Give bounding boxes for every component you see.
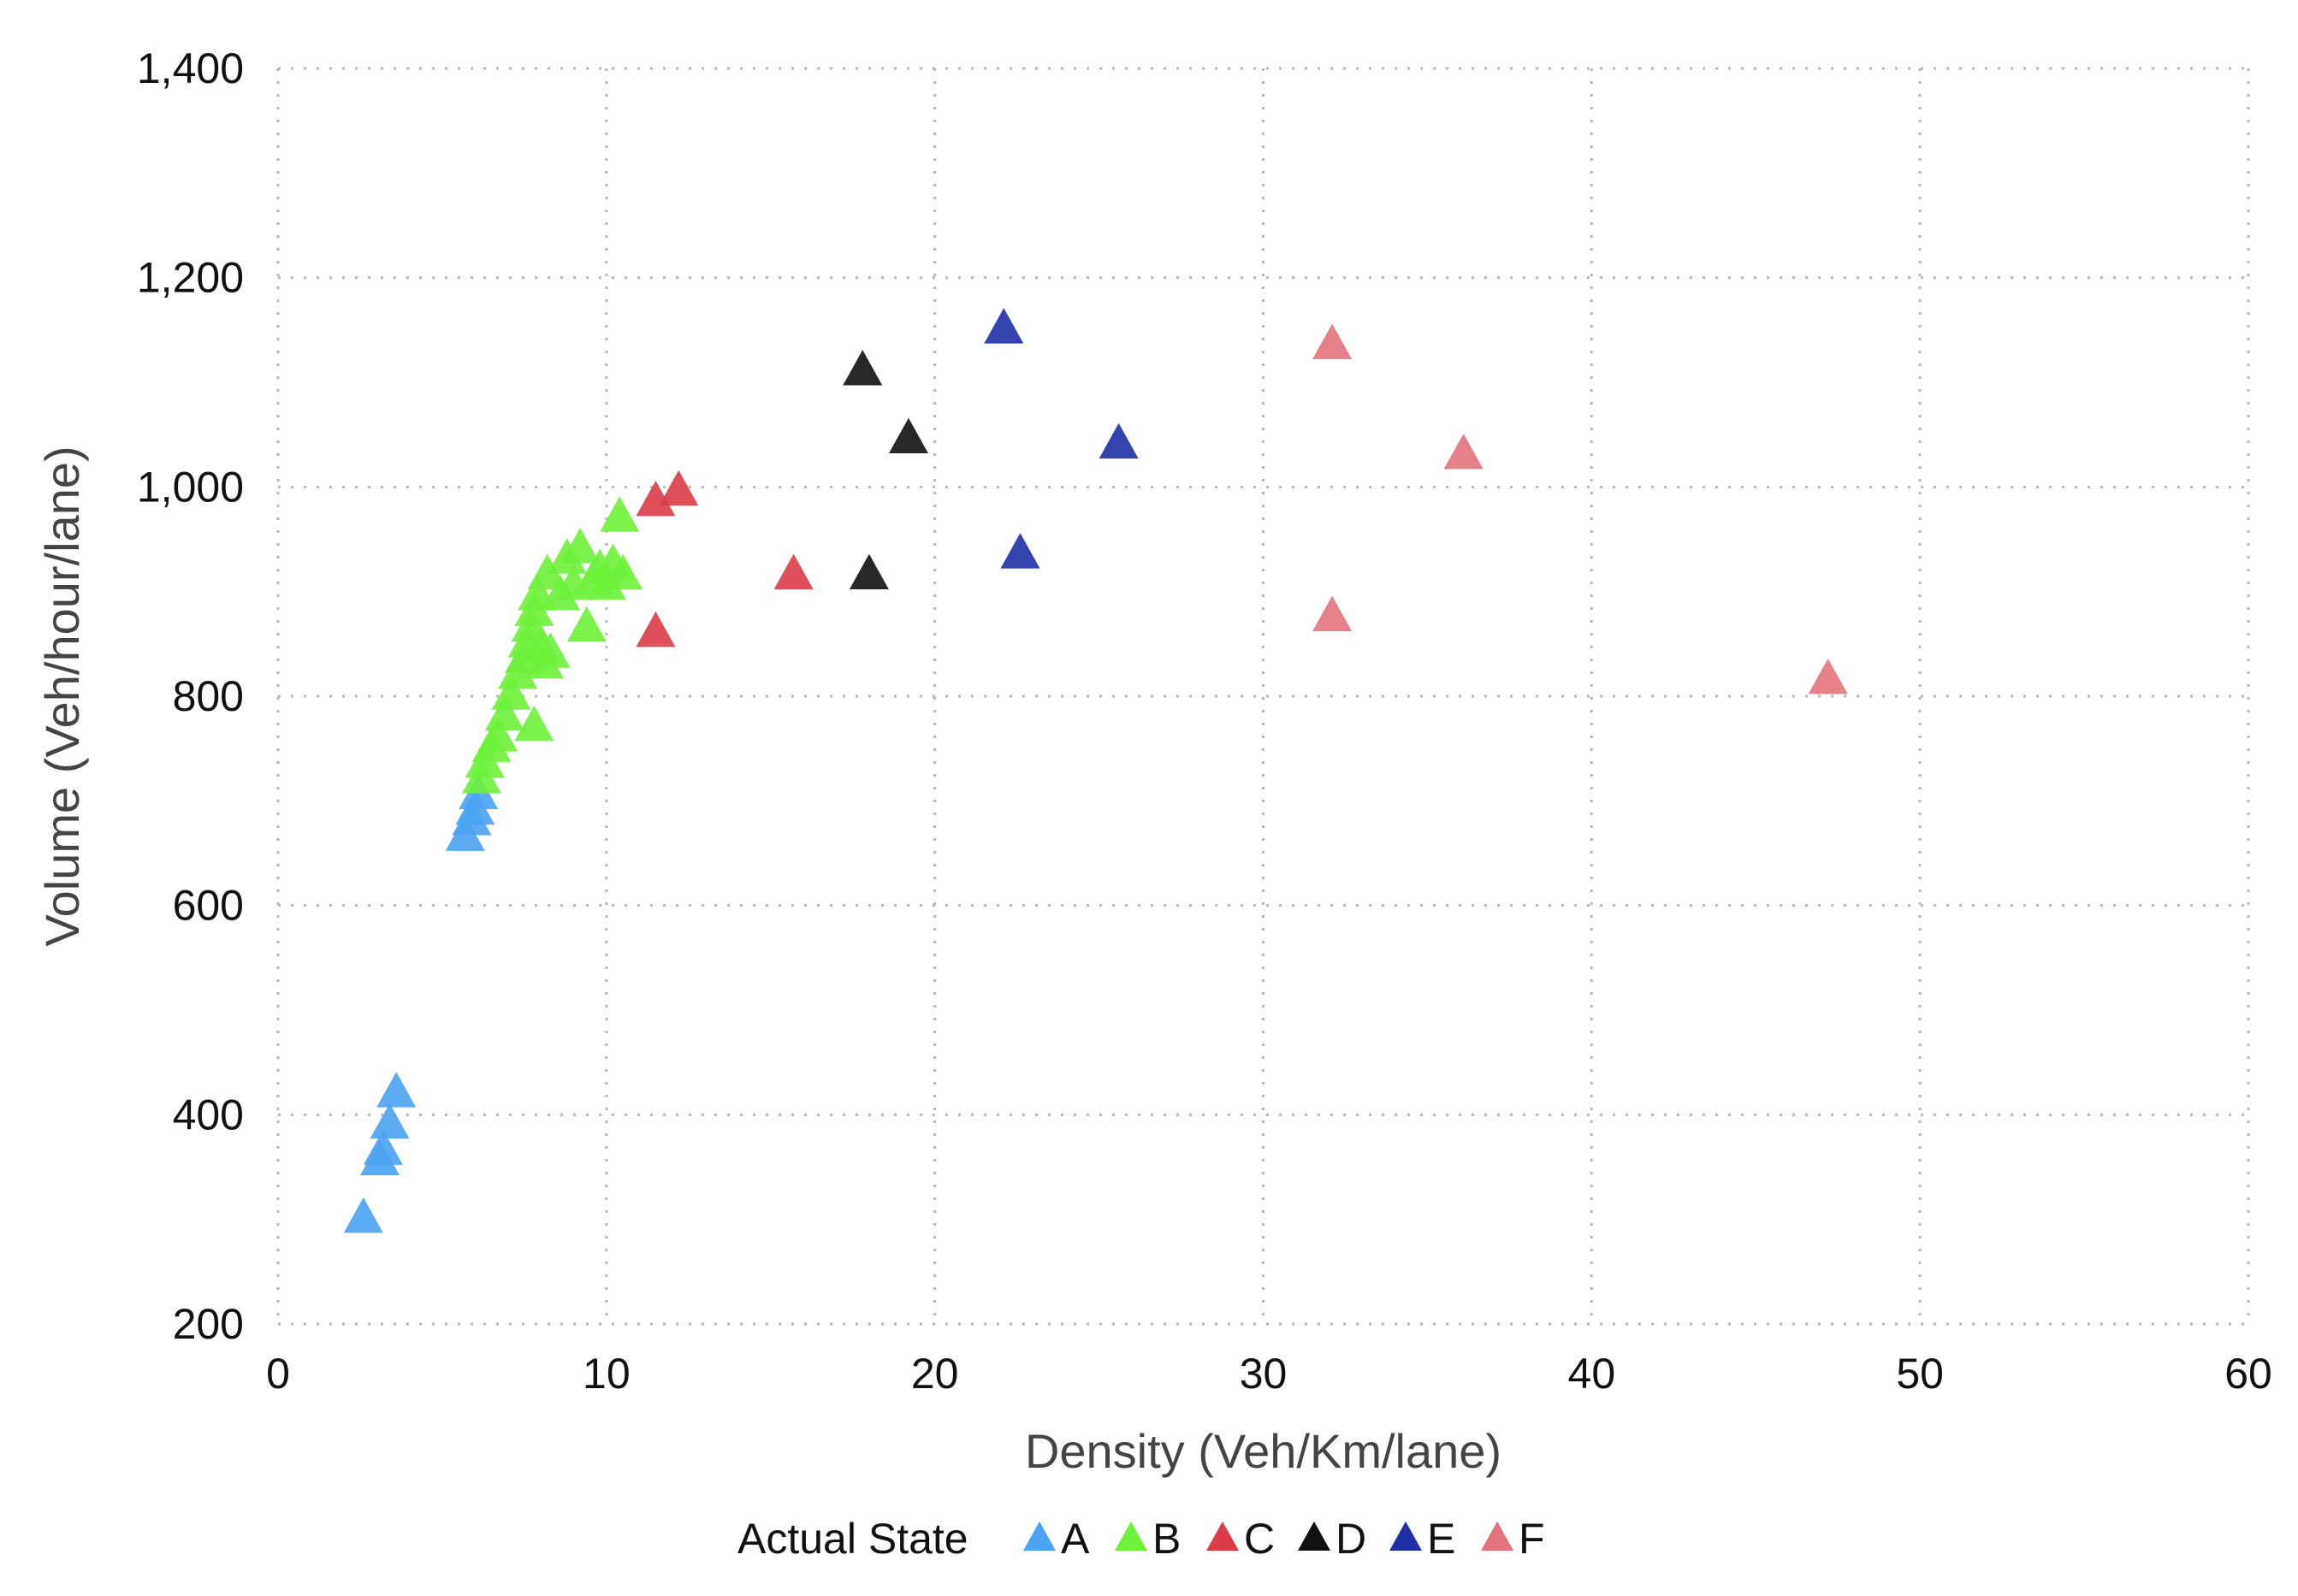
point-a <box>376 1072 417 1108</box>
point-f <box>1443 433 1484 470</box>
legend-marker-c <box>1206 1521 1239 1551</box>
point-e <box>1000 533 1040 569</box>
x-tick-label: 50 <box>1896 1350 1944 1398</box>
x-tick-label: 10 <box>583 1350 631 1398</box>
legend-marker-e <box>1389 1521 1422 1551</box>
point-d <box>888 417 928 454</box>
point-d <box>843 350 883 386</box>
point-b <box>484 695 524 731</box>
x-tick-label: 30 <box>1240 1350 1288 1398</box>
y-axis-ticks: 200 400 600 800 1,000 1,200 1,400 <box>137 44 244 1348</box>
x-tick-label: 40 <box>1568 1350 1616 1398</box>
legend: Actual State A B C D E F <box>737 1515 1545 1563</box>
legend-label-d: D <box>1336 1515 1366 1563</box>
point-b <box>478 716 518 752</box>
x-tick-label: 20 <box>911 1350 959 1398</box>
legend-marker-b <box>1115 1521 1147 1551</box>
legend-label-a: A <box>1061 1515 1090 1563</box>
point-a <box>370 1102 410 1139</box>
point-b <box>514 706 554 742</box>
point-e <box>1099 423 1139 459</box>
y-tick-label: 1,000 <box>137 463 244 511</box>
point-f <box>1808 658 1848 695</box>
legend-label-e: E <box>1427 1515 1455 1563</box>
y-tick-label: 1,400 <box>137 44 244 92</box>
gridlines <box>276 67 2250 1326</box>
point-b <box>600 496 640 532</box>
point-f <box>1312 595 1353 631</box>
legend-label-b: B <box>1152 1515 1181 1563</box>
point-c <box>636 611 676 647</box>
point-b <box>491 674 531 710</box>
point-b <box>586 564 626 600</box>
legend-title: Actual State <box>737 1515 968 1563</box>
point-b <box>527 553 567 590</box>
legend-label-f: F <box>1519 1515 1545 1563</box>
legend-marker-d <box>1298 1521 1330 1551</box>
point-e <box>984 308 1024 344</box>
point-d <box>849 553 889 590</box>
legend-marker-a <box>1023 1521 1056 1551</box>
point-b <box>566 606 607 642</box>
x-axis-title: Density (Veh/Km/lane) <box>1025 1424 1501 1478</box>
legend-label-c: C <box>1244 1515 1275 1563</box>
point-b <box>560 528 601 564</box>
y-tick-label: 600 <box>173 882 244 930</box>
y-tick-label: 400 <box>173 1091 244 1138</box>
y-tick-label: 800 <box>173 672 244 720</box>
point-f <box>1312 323 1353 359</box>
point-c <box>636 481 676 517</box>
point-c <box>659 470 699 506</box>
data-points <box>343 308 1848 1233</box>
point-b <box>603 553 643 590</box>
y-tick-label: 1,200 <box>137 254 244 302</box>
x-axis-ticks: 0 10 20 30 40 50 60 <box>266 1350 2272 1398</box>
y-tick-label: 200 <box>173 1300 244 1348</box>
x-tick-label: 0 <box>266 1350 290 1398</box>
x-tick-label: 60 <box>2224 1350 2272 1398</box>
legend-items: A B C D E F <box>1023 1515 1545 1563</box>
point-a <box>363 1129 403 1165</box>
legend-marker-f <box>1481 1521 1513 1551</box>
y-axis-title: Volume (Veh/hour/lane) <box>35 446 89 946</box>
point-a <box>343 1197 383 1233</box>
point-b <box>530 632 571 668</box>
point-c <box>773 553 814 590</box>
